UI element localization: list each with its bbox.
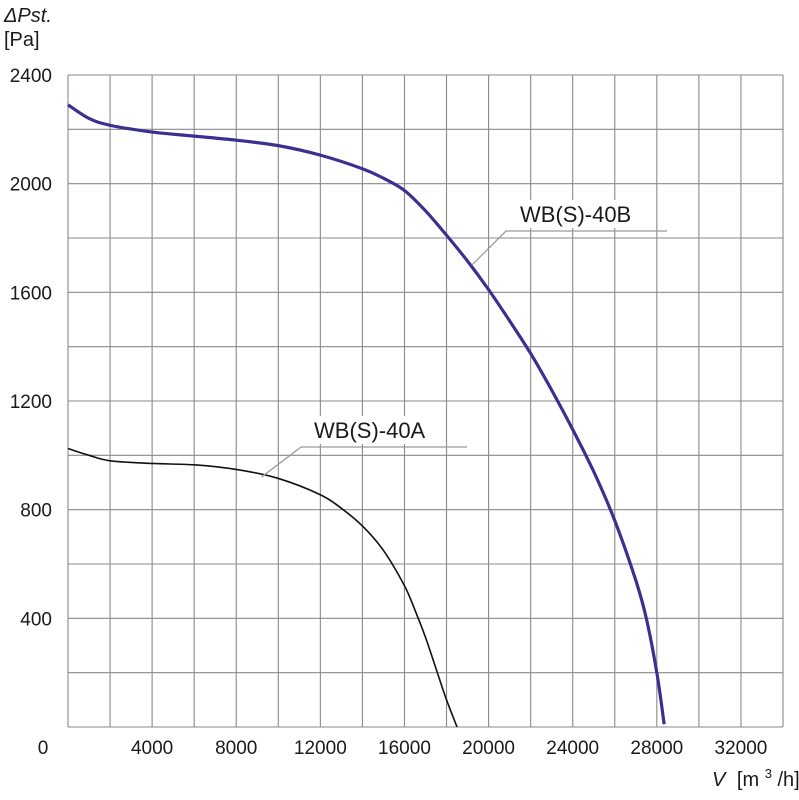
x-axis-title: V [m 3 /h] bbox=[712, 761, 799, 791]
y-axis-title-unit: [Pa] bbox=[4, 29, 40, 51]
y-axis-title-symbol: ΔPst. bbox=[3, 5, 52, 27]
series-label-background bbox=[308, 416, 432, 444]
x-axis-unit-prefix: [m bbox=[737, 769, 759, 791]
x-axis-symbol: V bbox=[712, 769, 727, 791]
x-tick-label: 16000 bbox=[378, 738, 431, 759]
x-tick-label: 24000 bbox=[546, 738, 599, 759]
label-leaders bbox=[261, 200, 667, 478]
x-tick-label: 28000 bbox=[630, 738, 683, 759]
series-label: WB(S)-40A bbox=[314, 418, 426, 443]
y-tick-label: 400 bbox=[20, 609, 52, 630]
series-line-wb-s-40b bbox=[67, 103, 666, 725]
y-tick-label: 1600 bbox=[10, 283, 52, 304]
y-tick-label: 2400 bbox=[10, 66, 52, 87]
x-tick-label: 32000 bbox=[715, 738, 768, 759]
labels: 0 4000 8000 12000 16000 20000 24000 28000 32000 4… bbox=[10, 66, 768, 759]
x-axis-unit-suffix: /h] bbox=[777, 769, 799, 791]
series-leader-line bbox=[261, 446, 467, 478]
series-label: WB(S)-40B bbox=[520, 202, 631, 227]
x-tick-label: 4000 bbox=[131, 738, 173, 759]
y-tick-label: 800 bbox=[20, 501, 52, 522]
x-tick-label: 12000 bbox=[294, 738, 347, 759]
series-label-background bbox=[514, 200, 638, 228]
y-tick-label: 1200 bbox=[10, 392, 52, 413]
grid bbox=[67, 74, 784, 728]
curves bbox=[67, 103, 666, 728]
x-tick-label: 20000 bbox=[462, 738, 515, 759]
y-tick-label: 2000 bbox=[10, 175, 52, 196]
x-axis-unit-sup: 3 bbox=[765, 766, 772, 781]
series-line-wb-s-40a bbox=[67, 447, 458, 728]
x-tick-label: 0 bbox=[38, 738, 49, 759]
x-tick-label: 8000 bbox=[215, 738, 257, 759]
series-leader-line bbox=[471, 230, 667, 266]
